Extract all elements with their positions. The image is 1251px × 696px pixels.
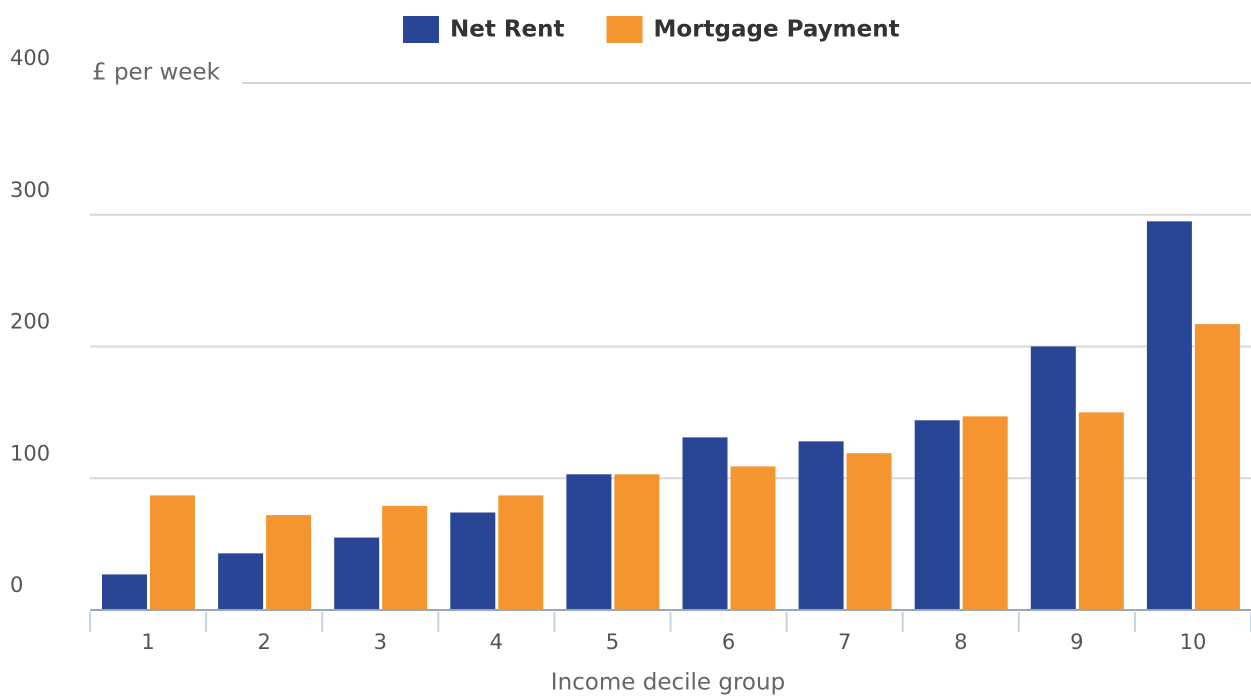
x-tick-label: 3 [374, 630, 387, 654]
bar [798, 441, 844, 610]
x-tick-label: 6 [722, 630, 735, 654]
bar [962, 416, 1008, 610]
y-tick-label: 200 [10, 310, 50, 334]
legend-swatch [606, 16, 643, 43]
y-tick-label: 0 [10, 573, 23, 597]
bar [614, 474, 660, 610]
y-tick-label: 100 [10, 441, 50, 465]
bar [1146, 221, 1192, 610]
bar [730, 466, 776, 610]
bar [1030, 346, 1076, 610]
y-axis-title: £ per week [92, 60, 221, 86]
x-tick-label: 8 [954, 630, 967, 654]
bar [914, 420, 960, 610]
x-tick-label: 10 [1180, 630, 1207, 654]
x-tick-label: 9 [1070, 630, 1083, 654]
bar [102, 574, 147, 610]
x-tick-label: 4 [490, 630, 503, 654]
bar [1078, 412, 1124, 610]
bar [498, 495, 544, 610]
x-tick-label: 2 [257, 630, 270, 654]
bar [846, 453, 892, 610]
bar [150, 495, 195, 610]
bar [382, 505, 428, 610]
x-tick-label: 1 [141, 630, 154, 654]
bar [1194, 324, 1240, 610]
x-tick-label: 5 [606, 630, 619, 654]
bar [566, 474, 612, 610]
y-tick-label: 300 [10, 178, 50, 202]
bar [334, 537, 380, 610]
bar [218, 553, 264, 610]
bar [266, 515, 312, 610]
bar [450, 512, 496, 610]
bar [682, 437, 728, 610]
x-axis-title: Income decile group [551, 670, 785, 696]
legend-label: Mortgage Payment [654, 17, 900, 43]
y-tick-label: 400 [10, 46, 50, 70]
x-tick-label: 7 [838, 630, 851, 654]
legend-label: Net Rent [450, 17, 565, 43]
legend-swatch [403, 16, 439, 43]
